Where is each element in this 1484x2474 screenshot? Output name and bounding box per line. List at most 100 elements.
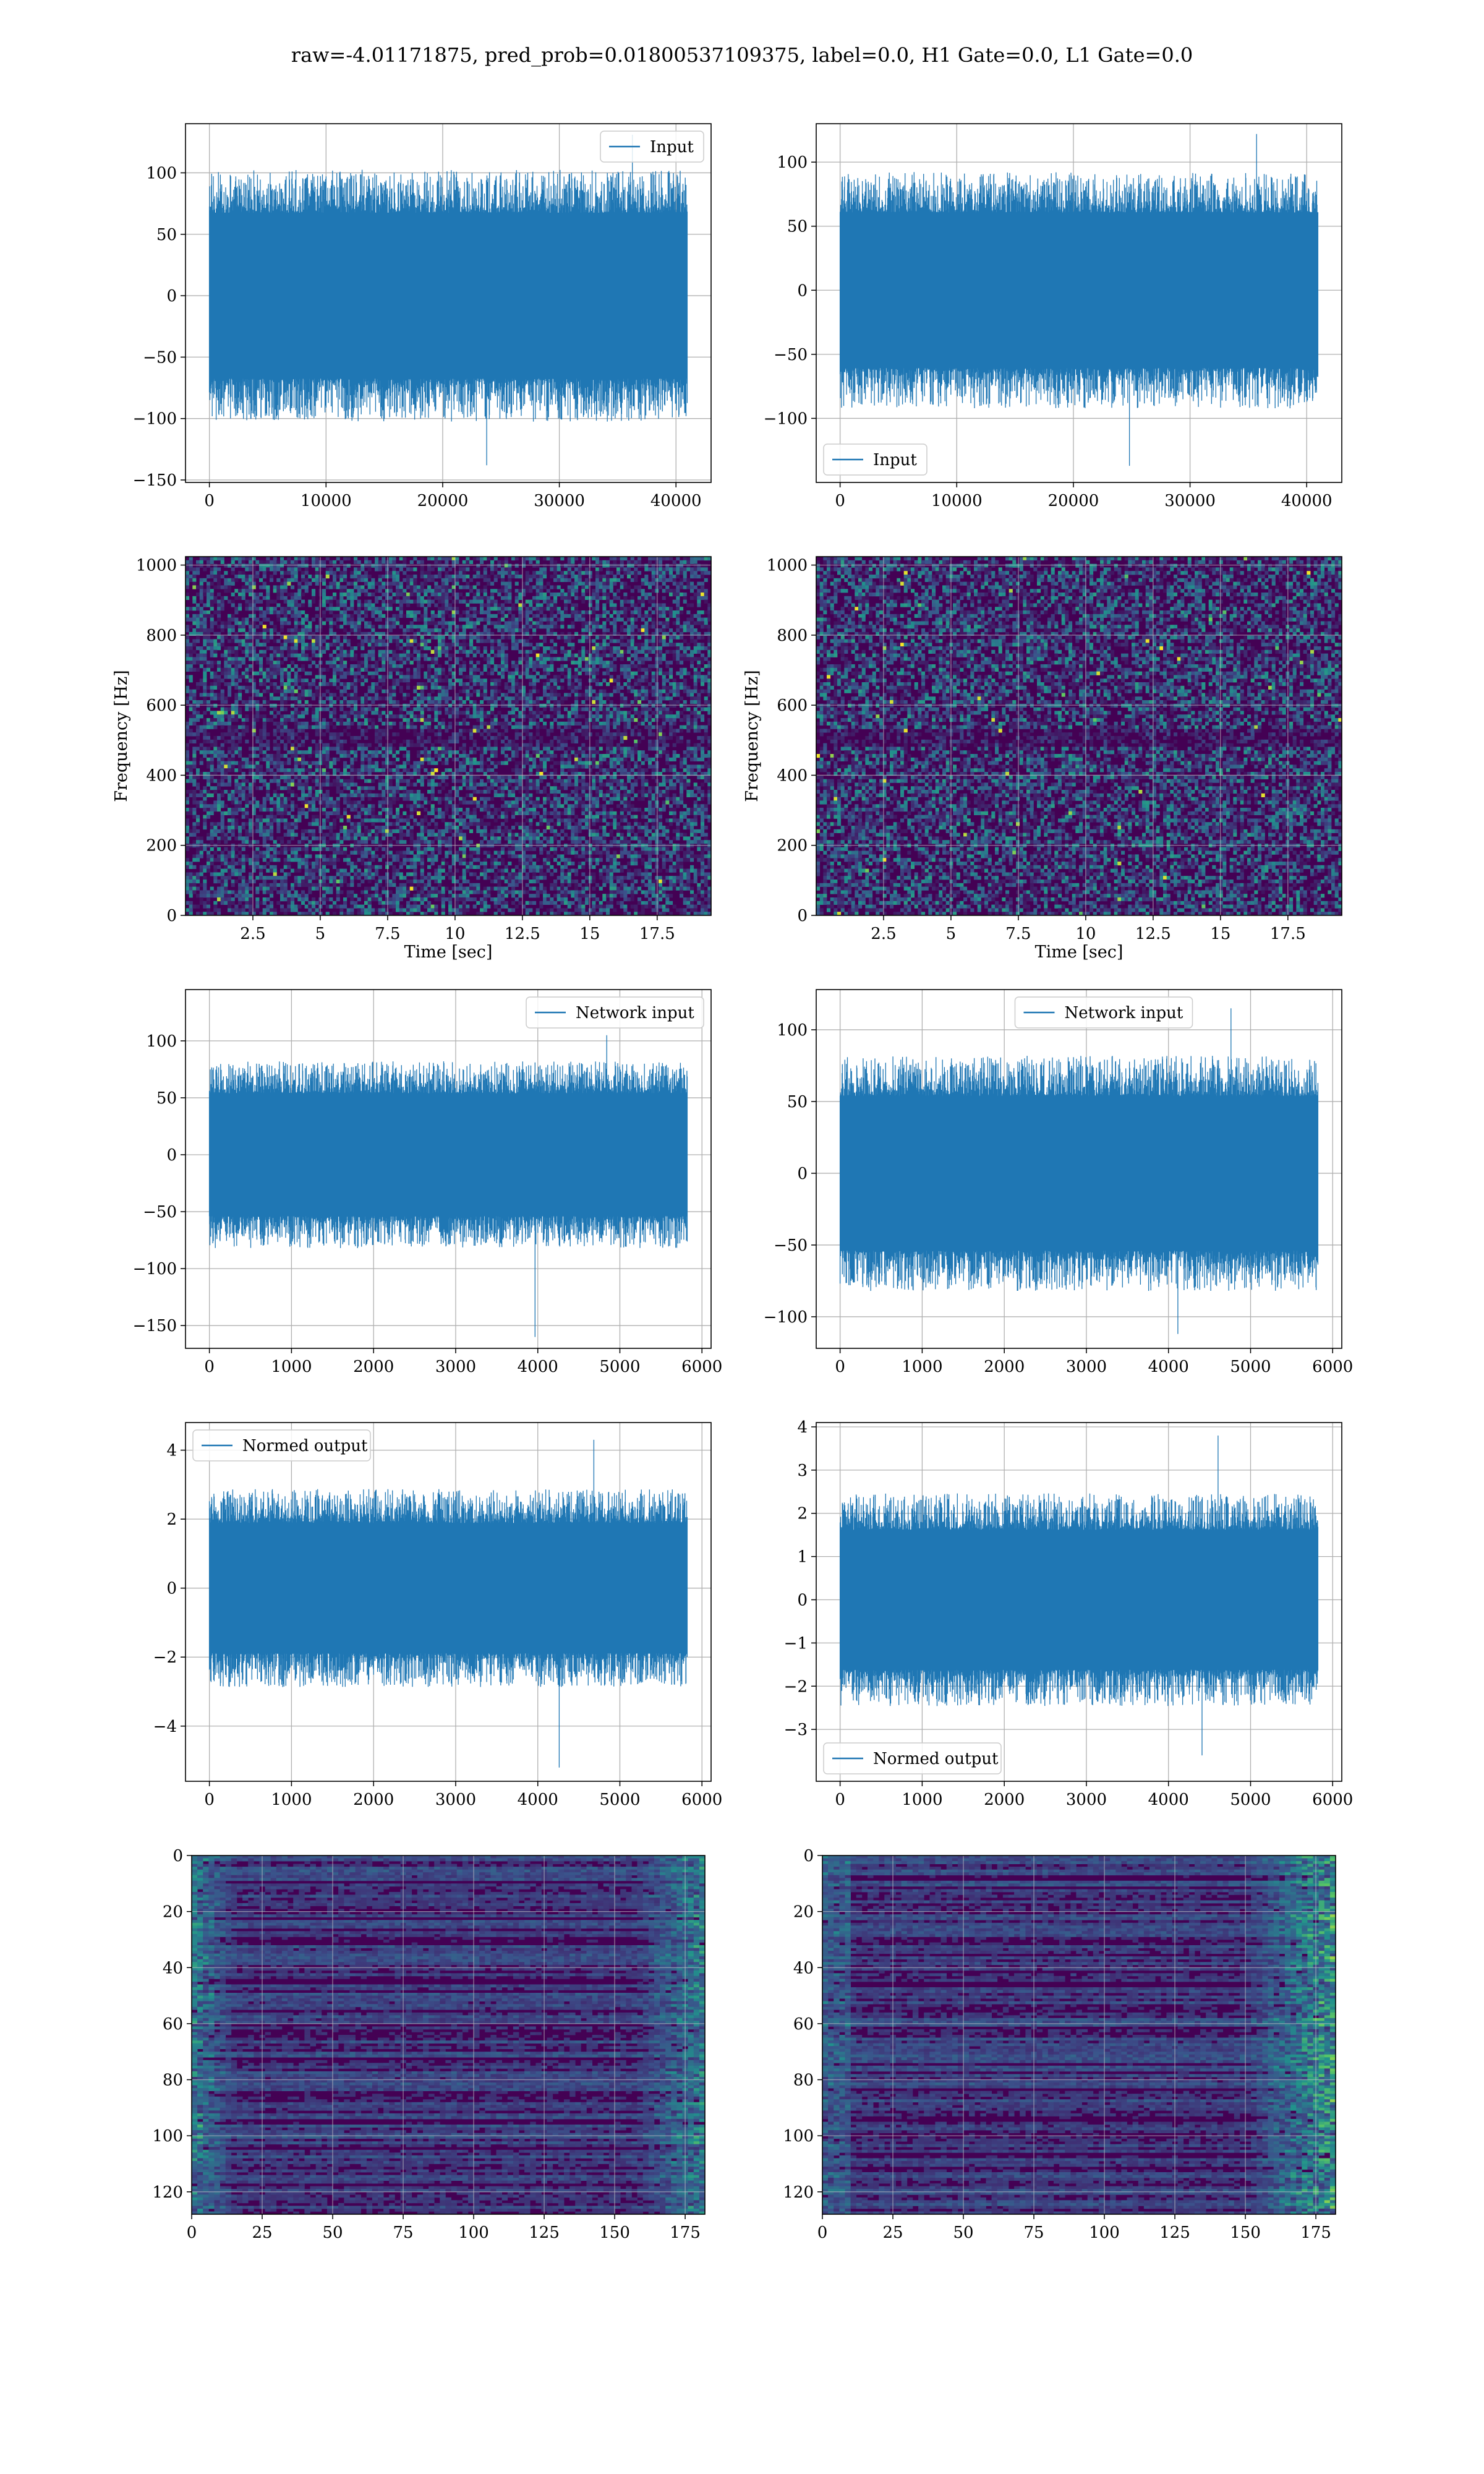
heatmap-cell [217,639,221,643]
heatmap-cell [451,610,456,615]
heatmap-cell [427,664,432,669]
heatmap-cell [459,682,463,687]
heatmap-cell [336,664,340,669]
heatmap-cell [210,603,214,607]
heatmap-cell [399,557,403,561]
heatmap-cell [665,661,670,665]
heatmap-cell [480,575,484,579]
heatmap-cell [280,739,284,743]
heatmap-cell [564,599,568,604]
heatmap-cell [585,635,589,640]
heatmap-cell [466,689,470,693]
heatmap-cell [581,599,586,604]
heatmap-cell [466,593,470,597]
heatmap-cell [620,607,624,611]
heatmap-cell [283,646,288,651]
heatmap-cell [581,571,586,575]
heatmap-cell [543,599,547,604]
heatmap-cell [434,671,438,675]
heatmap-cell [595,567,600,571]
heatmap-cell [364,657,369,661]
heatmap-cell [638,585,642,589]
heatmap-cell [399,593,403,597]
heatmap-cell [287,603,291,607]
heatmap-cell [683,593,687,597]
heatmap-cell [409,639,414,643]
heatmap-cell [606,711,610,715]
heatmap-cell [487,711,491,715]
heatmap-cell [493,714,498,719]
heatmap-cell [343,607,348,611]
heatmap-cell [672,614,676,618]
heatmap-cell [207,732,211,737]
heatmap-cell [322,675,326,679]
heatmap-cell [451,614,456,618]
heatmap-cell [451,578,456,582]
heatmap-cell [480,678,484,683]
heatmap-cell [312,718,316,722]
heatmap-cell [641,678,645,683]
heatmap-cell [616,610,621,615]
heatmap-cell [574,707,579,711]
heatmap-cell [595,621,600,625]
heatmap-cell [641,661,645,665]
heatmap-cell [651,646,655,651]
heatmap-cell [508,628,512,633]
heatmap-cell [375,610,379,615]
heatmap-cell [707,671,712,675]
heatmap-cell [697,700,701,704]
heatmap-cell [581,557,586,561]
heatmap-cell [207,736,211,740]
heatmap-cell [546,667,550,672]
heatmap-cell [487,739,491,743]
heatmap-cell [609,721,613,726]
heatmap-cell [609,581,613,586]
heatmap-cell [613,664,617,669]
heatmap-cell [672,729,676,733]
heatmap-cell [273,696,277,701]
heatmap-cell [382,603,386,607]
heatmap-cell [690,585,694,589]
heatmap-cell [588,596,592,600]
heatmap-cell [693,707,697,711]
heatmap-cell [553,678,558,683]
heatmap-cell [388,664,393,669]
heatmap-cell [270,675,274,679]
heatmap-cell [697,589,701,593]
heatmap-cell [252,678,256,683]
heatmap-cell [210,649,214,654]
heatmap-cell [364,675,369,679]
heatmap-cell [546,596,550,600]
heatmap-cell [371,639,375,643]
heatmap-cell [367,585,372,589]
heatmap-cell [375,599,379,604]
heatmap-cell [469,599,474,604]
heatmap-cell [595,703,600,708]
heatmap-cell [697,581,701,586]
heatmap-cell [392,599,396,604]
heatmap-cell [553,603,558,607]
heatmap-cell [701,707,705,711]
heatmap-cell [539,575,544,579]
heatmap-cell [213,567,218,571]
heatmap-cell [623,675,628,679]
heatmap-cell [385,725,390,729]
heatmap-cell [273,732,277,737]
heatmap-cell [451,589,456,593]
heatmap-cell [686,646,691,651]
heatmap-cell [648,625,652,629]
heatmap-cell [396,581,400,586]
heatmap-cell [659,571,663,575]
heatmap-cell [669,667,673,672]
heatmap-cell [245,585,249,589]
heatmap-cell [476,628,480,633]
heatmap-cell [532,685,537,690]
heatmap-cell [367,703,372,708]
heatmap-cell [238,664,242,669]
heatmap-cell [360,675,365,679]
heatmap-cell [262,567,267,571]
heatmap-cell [385,603,390,607]
heatmap-cell [472,700,477,704]
heatmap-cell [556,607,561,611]
heatmap-cell [697,631,701,636]
